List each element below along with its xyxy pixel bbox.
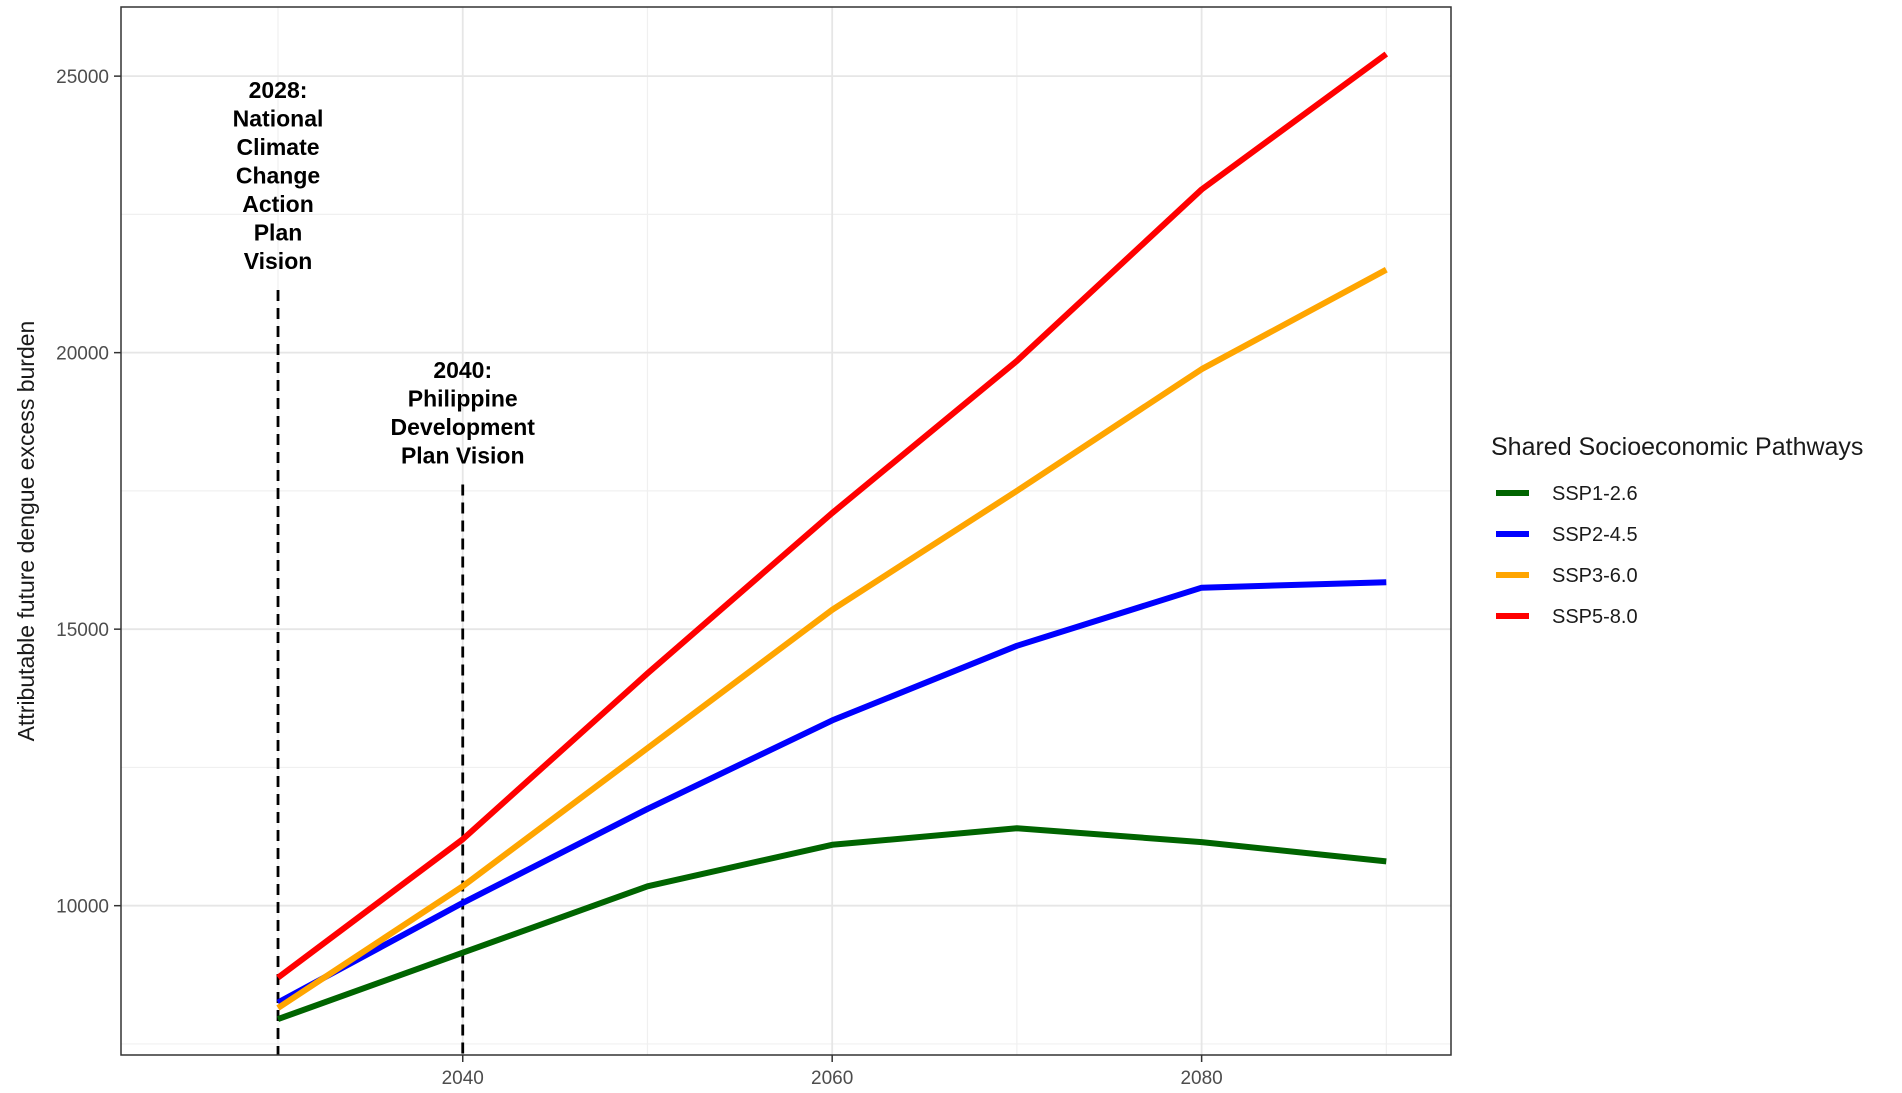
x-tick-label: 2060	[811, 1068, 853, 1089]
annotation-label-line: Vision	[244, 248, 313, 274]
legend-items: SSP1-2.6 SSP2-4.5 SSP3-6.0 SSP5-8.0	[1496, 483, 1638, 628]
annotation-label-line: Action	[242, 191, 314, 217]
series-line-ssp3-6-0	[276, 267, 1388, 1011]
y-axis-title: Attributable future dengue excess burden	[13, 321, 39, 742]
x-tick-label: 2040	[442, 1068, 484, 1089]
series-lines	[276, 51, 1389, 1022]
legend-item: SSP2-4.5	[1496, 524, 1638, 546]
annotation-label-line: 2040:	[433, 357, 492, 383]
annotation-label-line: Development	[391, 414, 536, 440]
plot-panel-border	[120, 6, 1452, 1056]
legend-label: SSP1-2.6	[1552, 483, 1638, 505]
legend-item: SSP3-6.0	[1496, 565, 1638, 587]
annotation-label-line: Plan	[254, 220, 303, 246]
y-tick-label: 10000	[56, 897, 109, 918]
series-line-ssp5-8-0	[276, 51, 1389, 981]
annotation-label-line: Philippine	[408, 386, 518, 412]
legend-item: SSP5-8.0	[1496, 606, 1638, 628]
legend-label: SSP2-4.5	[1552, 524, 1638, 546]
legend-title: Shared Socioeconomic Pathways	[1491, 433, 1863, 461]
legend-label: SSP3-6.0	[1552, 565, 1638, 587]
x-tick-label: 2080	[1180, 1068, 1222, 1089]
y-tick-label: 25000	[56, 67, 109, 88]
legend-item: SSP1-2.6	[1496, 483, 1638, 505]
major-gridlines	[121, 7, 1451, 1055]
legend-label: SSP5-8.0	[1552, 606, 1638, 628]
series-line-ssp2-4-5	[276, 579, 1387, 1006]
annotation-label-line: Change	[236, 163, 320, 189]
minor-gridlines	[121, 7, 1451, 1055]
annotation-label-line: National	[233, 106, 324, 132]
axis-ticks	[114, 75, 1203, 1062]
annotation-label-line: Climate	[236, 134, 319, 160]
y-tick-label: 20000	[56, 344, 109, 365]
tick-labels: 2040 2060 2080 10000 15000 20000 25000	[56, 67, 1223, 1089]
annotation-label-line: 2028:	[249, 77, 308, 103]
y-tick-label: 15000	[56, 620, 109, 641]
annotation-lines	[276, 290, 465, 1055]
legend: Shared Socioeconomic Pathways SSP1-2.6SS…	[1491, 433, 1863, 628]
annotation-label-line: Plan Vision	[401, 443, 525, 469]
series-line-ssp1-2-6	[276, 825, 1387, 1022]
